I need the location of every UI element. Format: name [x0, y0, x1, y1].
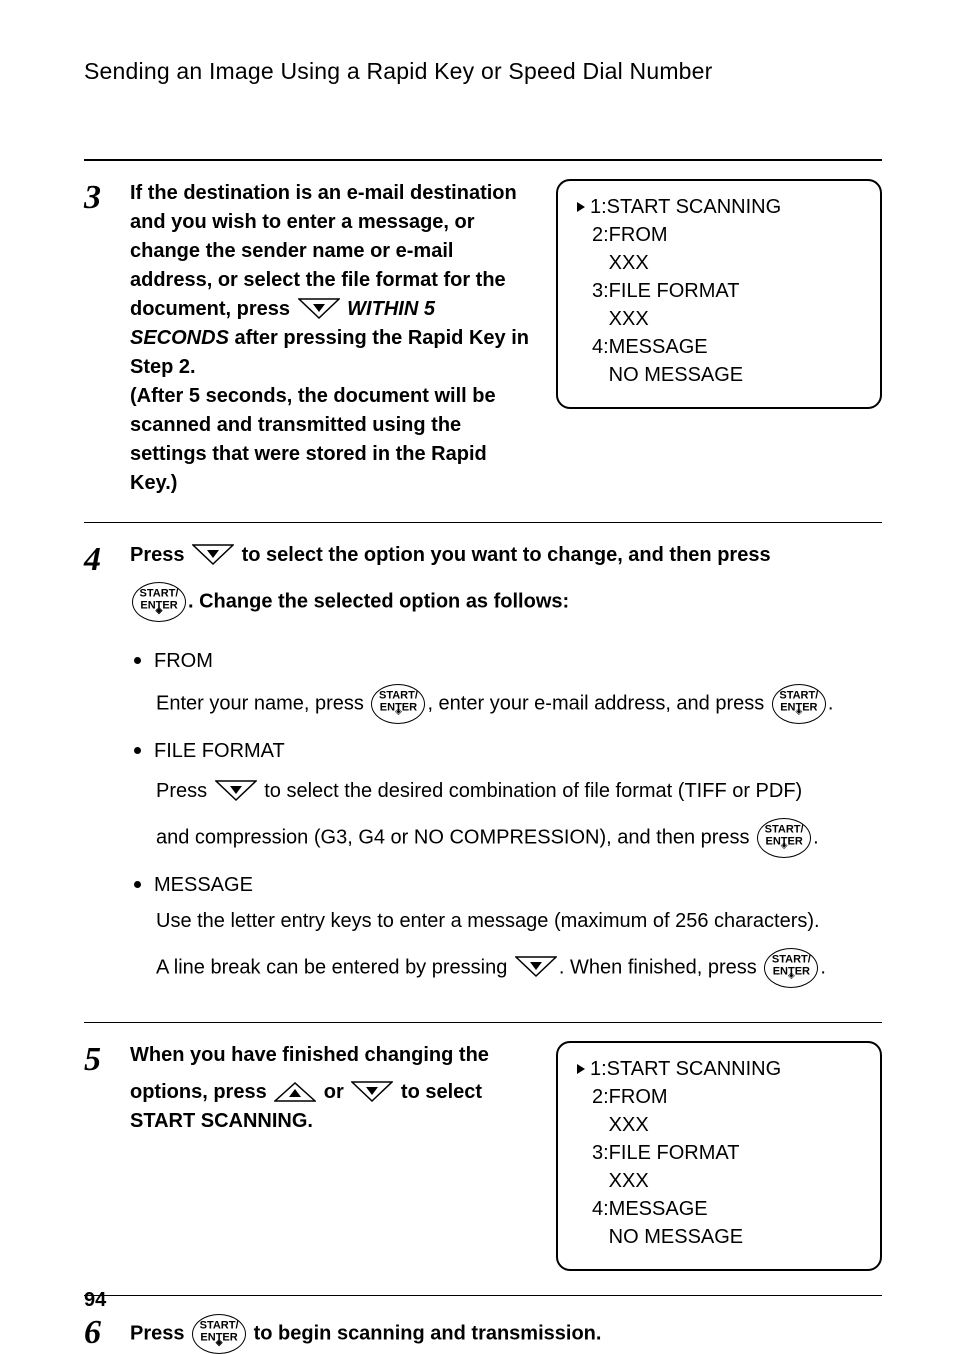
step5-p2a: options, press [130, 1081, 272, 1103]
step-3: 3 If the destination is an e-mail destin… [84, 179, 882, 498]
down-arrow-icon [192, 544, 234, 568]
step4-line2a: . Change the selected option as follows: [188, 590, 569, 612]
step-number: 3 [84, 179, 112, 216]
disp3-l3: XXX [576, 249, 862, 277]
b3-2c: . [820, 956, 826, 978]
b1-ta: Enter your name, press [156, 692, 369, 714]
start-enter-icon: START/ENTER◈ [132, 582, 186, 622]
disp3-l7: NO MESSAGE [576, 361, 862, 389]
b2-2b: . [813, 826, 819, 848]
start-enter-icon: START/ENTER◈ [757, 818, 811, 858]
caret-right-icon [576, 193, 586, 221]
disp5-l1: 1:START SCANNING [590, 1058, 781, 1080]
b1-tc: . [828, 692, 834, 714]
page-header: Sending an Image Using a Rapid Key or Sp… [84, 58, 882, 85]
b2-2a: and compression (G3, G4 or NO COMPRESSIO… [156, 826, 755, 848]
display-panel: 1:START SCANNING 2:FROM XXX 3:FILE FORMA… [556, 179, 882, 409]
bullet-from: FROM [130, 644, 882, 678]
b3-2a: A line break can be entered by pressing [156, 956, 513, 978]
b2-1b: to select the desired combination of fil… [259, 780, 803, 802]
bullet-fileformat: FILE FORMAT [130, 734, 882, 768]
step6-p1b: to begin scanning and transmission. [248, 1322, 601, 1344]
b3-1: Use the letter entry keys to enter a mes… [156, 910, 820, 932]
step-number: 5 [84, 1041, 112, 1078]
disp5-l6: 4:MESSAGE [576, 1195, 862, 1223]
bullet-message: MESSAGE [130, 868, 882, 902]
down-arrow-icon [351, 1081, 393, 1105]
down-arrow-icon [298, 298, 340, 322]
disp5-l2: 2:FROM [576, 1083, 862, 1111]
start-enter-icon: START/ENTER◈ [192, 1314, 246, 1354]
up-arrow-icon [274, 1081, 316, 1105]
disp5-l3: XXX [576, 1111, 862, 1139]
display-panel: 1:START SCANNING 2:FROM XXX 3:FILE FORMA… [556, 1041, 882, 1271]
start-enter-icon: START/ENTER◈ [772, 684, 826, 724]
disp3-l6: 4:MESSAGE [576, 333, 862, 361]
down-arrow-icon [215, 780, 257, 804]
divider [84, 159, 882, 161]
divider [84, 1022, 882, 1023]
step-5: 5 When you have finished changing the op… [84, 1041, 882, 1271]
disp5-l7: NO MESSAGE [576, 1223, 862, 1251]
caret-right-icon [576, 1055, 586, 1083]
step6-p1a: Press [130, 1322, 190, 1344]
step-number: 6 [84, 1314, 112, 1351]
page-number: 94 [84, 1289, 106, 1312]
step-4: 4 Press to select the option you want to… [84, 541, 882, 998]
down-arrow-icon [515, 956, 557, 980]
step4-line1b: to select the option you want to change,… [236, 544, 771, 566]
disp3-l5: XXX [576, 305, 862, 333]
divider [84, 522, 882, 523]
disp5-l4: 3:FILE FORMAT [576, 1139, 862, 1167]
start-enter-icon: START/ENTER◈ [371, 684, 425, 724]
step4-line1a: Press [130, 544, 190, 566]
step-number: 4 [84, 541, 112, 578]
divider [84, 1295, 882, 1296]
b2-1a: Press [156, 780, 213, 802]
b3-2b: . When finished, press [559, 956, 762, 978]
disp3-l4: 3:FILE FORMAT [576, 277, 862, 305]
step3-p3: (After 5 seconds, the document will be s… [130, 382, 534, 498]
disp3-l1: 1:START SCANNING [590, 196, 781, 218]
disp5-l5: XXX [576, 1167, 862, 1195]
b1-tb: , enter your e-mail address, and press [427, 692, 769, 714]
start-enter-icon: START/ENTER◈ [764, 948, 818, 988]
step-6: 6 Press START/ENTER◈ to begin scanning a… [84, 1314, 882, 1354]
step5-p1: When you have finished changing the [130, 1041, 534, 1070]
disp3-l2: 2:FROM [576, 221, 862, 249]
step5-p2b: or [318, 1081, 349, 1103]
